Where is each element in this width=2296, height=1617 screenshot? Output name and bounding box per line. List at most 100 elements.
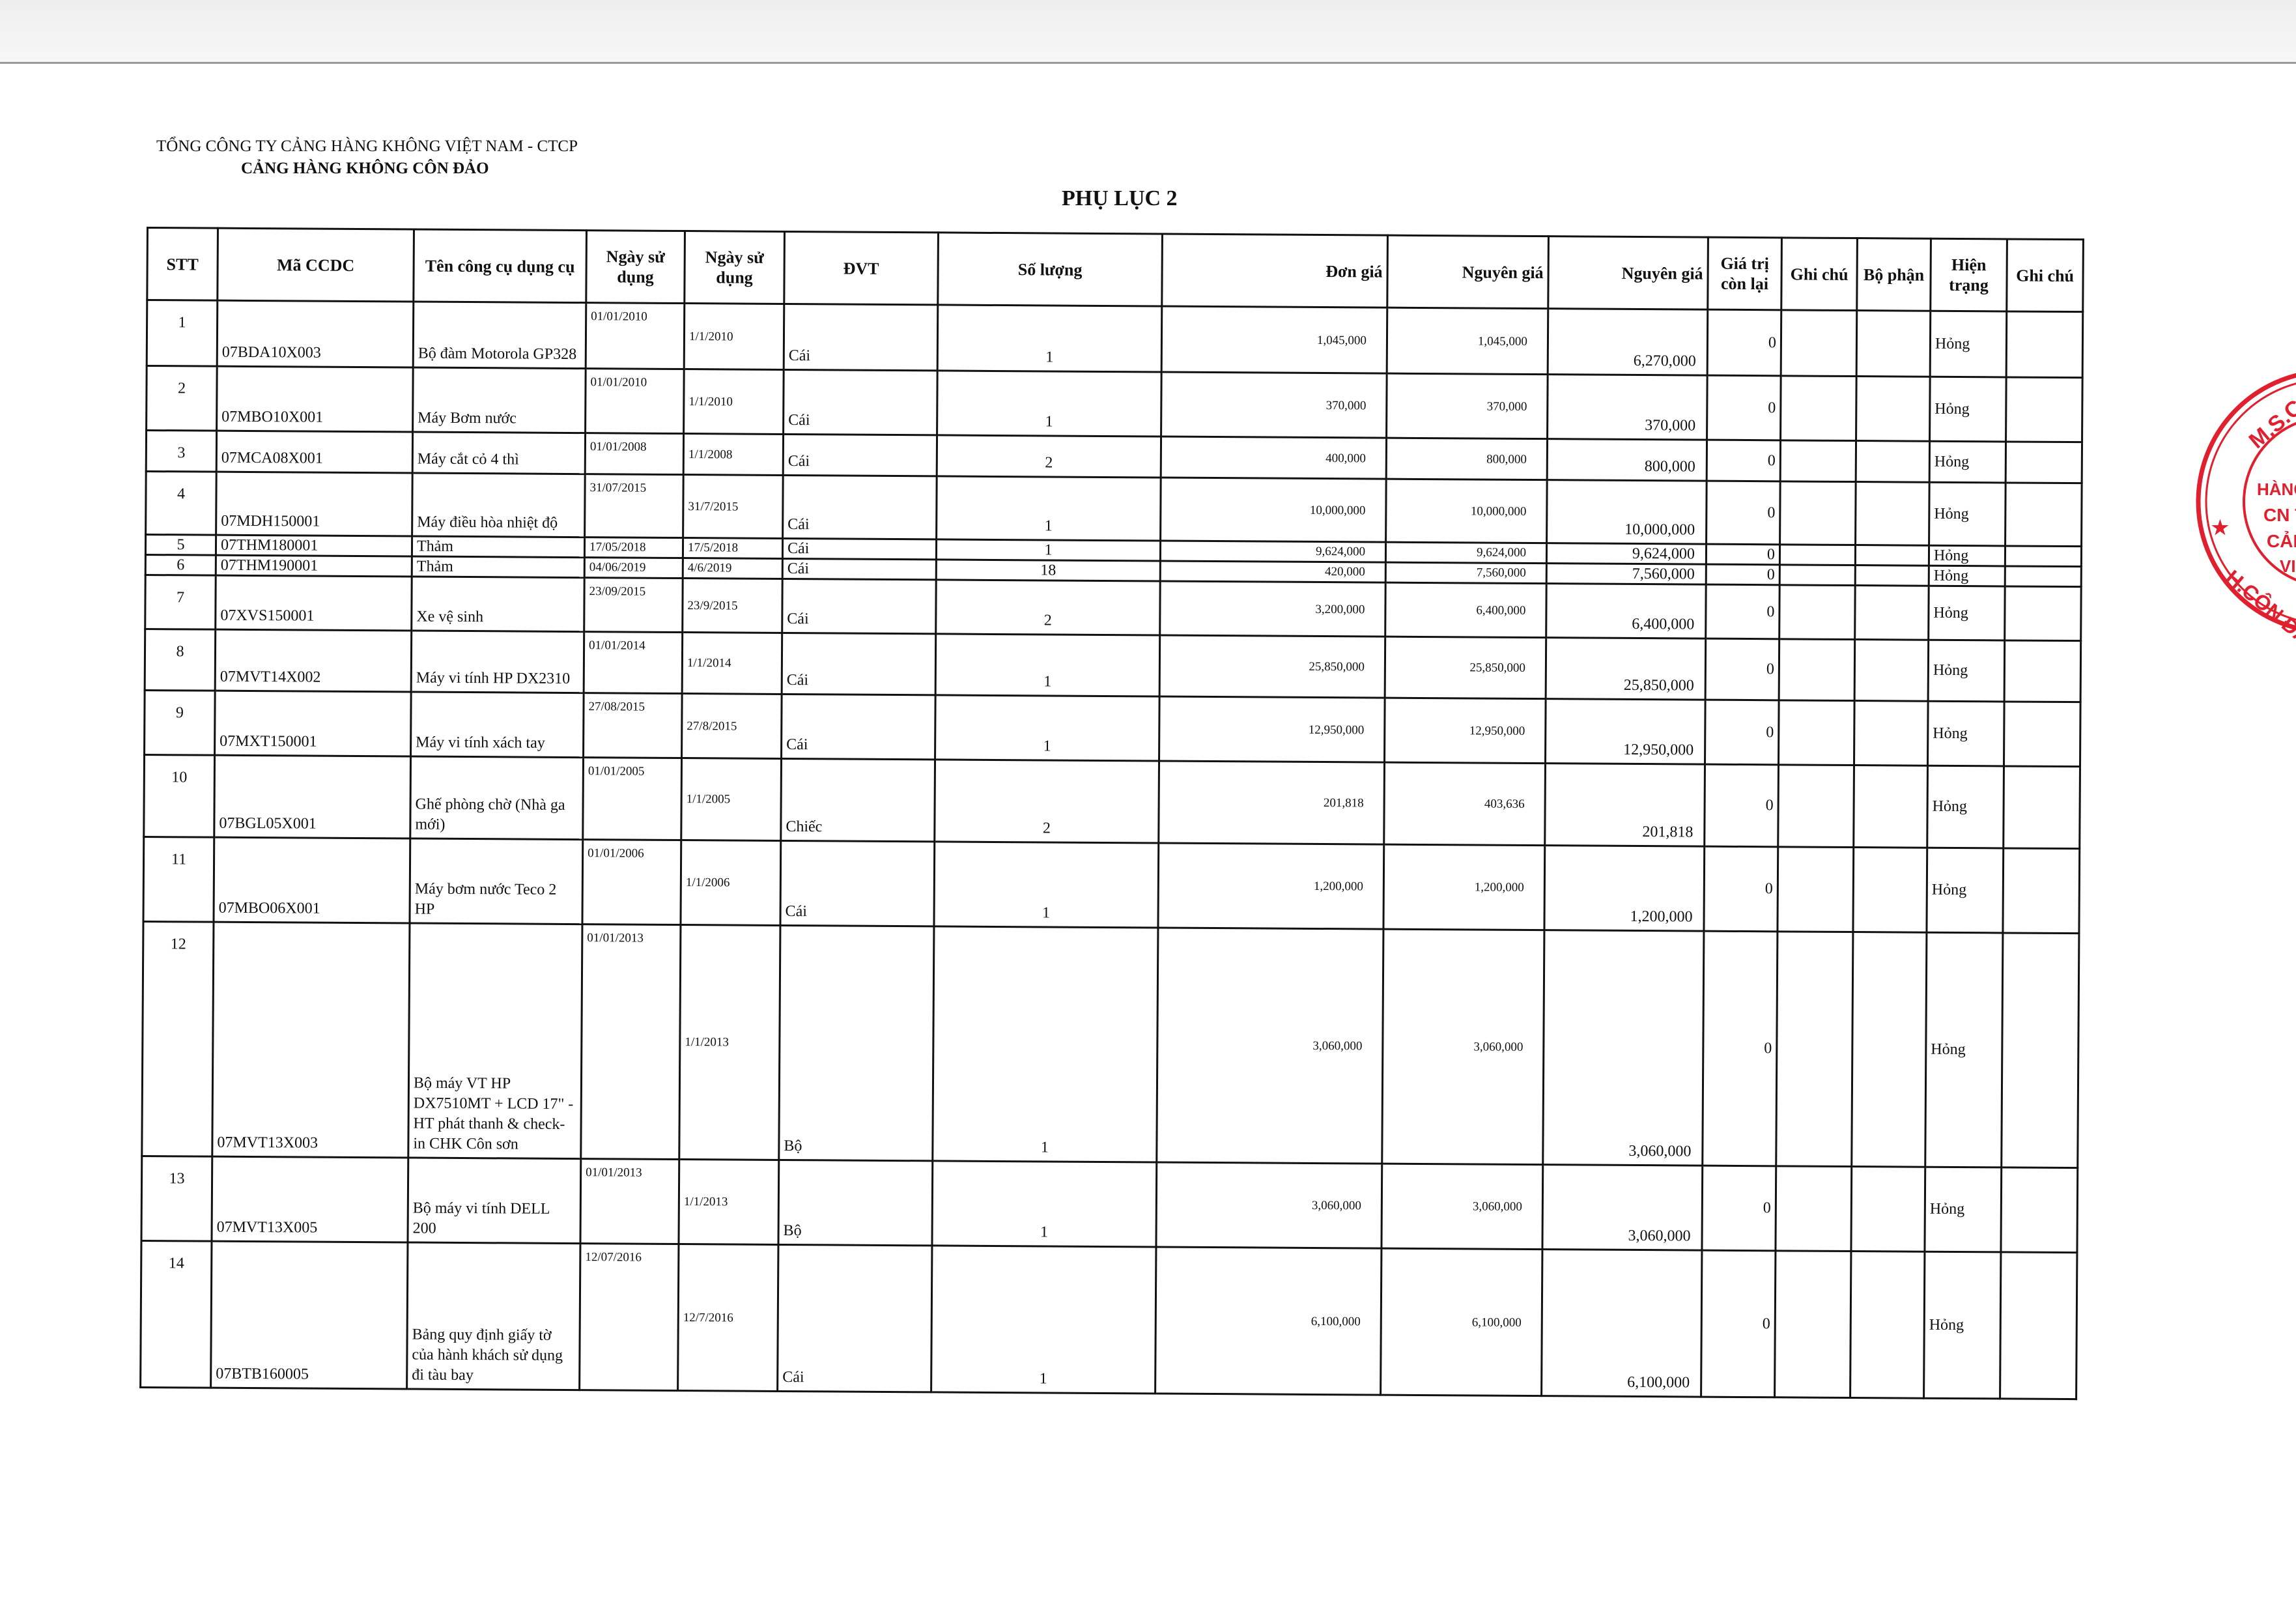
cell-dept xyxy=(1850,1251,1925,1399)
cell-status: Hỏng xyxy=(1929,545,2005,566)
cell-date1: 01/01/2006 xyxy=(582,839,681,925)
cell-date1: 01/01/2013 xyxy=(580,924,681,1160)
cell-name: Máy cắt cỏ 4 thì xyxy=(412,432,586,474)
cell-qty: 1 xyxy=(931,1160,1157,1247)
column-header: Nguyên giá xyxy=(1387,235,1549,309)
cell-unit-price: 3,200,000 xyxy=(1159,581,1386,637)
cell-unit-price: 3,060,000 xyxy=(1155,1162,1382,1249)
cell-status: Hỏng xyxy=(1928,586,2005,640)
cell-stt: 14 xyxy=(140,1240,212,1388)
cell-dept xyxy=(1851,932,1927,1167)
cell-code: 07MVT13X003 xyxy=(212,922,410,1158)
cell-qty: 2 xyxy=(935,579,1161,636)
cell-code: 07BDA10X003 xyxy=(217,300,414,368)
cell-qty: 1 xyxy=(935,694,1160,762)
cell-dept xyxy=(1856,376,1931,442)
cell-date2: 1/1/2005 xyxy=(681,758,782,841)
cell-note xyxy=(1776,931,1853,1167)
scan-edge xyxy=(0,0,2296,64)
table-header-row: STT Mã CCDC Tên công cụ dụng cụ Ngày sử dụn… xyxy=(147,227,2084,312)
cell-note2 xyxy=(2004,701,2081,767)
cell-unit: Cái xyxy=(782,475,937,539)
column-header: STT xyxy=(147,227,218,301)
cell-date1: 31/07/2015 xyxy=(584,474,684,538)
cell-stt: 2 xyxy=(146,365,218,431)
cell-cost2: 6,270,000 xyxy=(1548,308,1708,376)
cell-date1: 23/09/2015 xyxy=(584,577,683,633)
cell-note2 xyxy=(2004,640,2081,702)
cell-remaining: 0 xyxy=(1704,764,1779,847)
cell-note xyxy=(1779,564,1856,586)
cell-remaining: 0 xyxy=(1706,564,1780,585)
cell-status: Hỏng xyxy=(1926,848,2004,933)
cell-unit-price: 25,850,000 xyxy=(1159,635,1385,698)
cell-status: Hỏng xyxy=(1927,766,2004,848)
cell-dept xyxy=(1853,765,1928,848)
cell-cost: 800,000 xyxy=(1386,438,1548,480)
cell-name: Bảng quy định giấy tờ của hành khách sử … xyxy=(406,1242,580,1390)
cell-dept xyxy=(1855,565,1929,586)
cell-remaining: 0 xyxy=(1705,700,1779,765)
cell-stt: 1 xyxy=(147,300,218,367)
cell-note2 xyxy=(2000,1252,2077,1399)
cell-note xyxy=(1779,584,1856,640)
table-row: 9 07MXT150001 Máy vi tính xách tay 27/08/20… xyxy=(144,690,2081,767)
cell-cost: 1,045,000 xyxy=(1387,308,1548,375)
cell-qty: 2 xyxy=(934,759,1159,844)
cell-stt: 10 xyxy=(143,754,215,838)
column-header: Số lượng xyxy=(937,232,1163,307)
cell-date1: 01/01/2005 xyxy=(582,757,682,840)
cell-remaining: 0 xyxy=(1707,309,1781,376)
cell-name: Bộ đàm Motorola GP328 xyxy=(413,302,586,369)
cell-cost: 7,560,000 xyxy=(1385,562,1547,584)
cell-date2: 1/1/2014 xyxy=(682,632,782,694)
cell-note2 xyxy=(2004,586,2082,641)
cell-note xyxy=(1775,1166,1852,1252)
svg-text:HÀNG KHÔ: HÀNG KHÔ xyxy=(2257,479,2296,499)
cell-note xyxy=(1774,1250,1851,1398)
cell-dept xyxy=(1854,639,1929,702)
cell-note xyxy=(1780,440,1856,482)
cell-stt: 12 xyxy=(141,921,214,1157)
cell-cost: 3,060,000 xyxy=(1381,1164,1543,1250)
cell-cost: 3,060,000 xyxy=(1382,929,1544,1165)
cell-date1: 01/01/2010 xyxy=(586,302,685,369)
cell-note xyxy=(1777,846,1854,932)
cell-code: 07THM190001 xyxy=(216,555,412,577)
cell-date1: 04/06/2019 xyxy=(584,557,683,579)
cell-cost: 370,000 xyxy=(1386,373,1548,439)
svg-text:VIỆT: VIỆT xyxy=(2280,556,2296,576)
cell-cost: 403,636 xyxy=(1383,762,1546,846)
cell-qty: 1 xyxy=(936,539,1161,562)
cell-note xyxy=(1778,700,1855,766)
cell-status: Hỏng xyxy=(1929,377,2007,442)
cell-dept xyxy=(1854,585,1929,640)
table-row: 10 07BGL05X001 Ghế phòng chờ (Nhà ga mới) 0… xyxy=(143,754,2080,849)
cell-stt: 3 xyxy=(146,430,217,472)
cell-remaining: 0 xyxy=(1702,931,1778,1166)
cell-date2: 17/5/2018 xyxy=(683,537,783,559)
cell-dept xyxy=(1856,310,1931,377)
cell-date1: 01/01/2010 xyxy=(585,368,685,434)
cell-qty: 2 xyxy=(937,435,1161,478)
cell-unit-price: 370,000 xyxy=(1161,372,1387,438)
cell-code: 07MDH150001 xyxy=(216,472,413,536)
cell-status: Hỏng xyxy=(1929,565,2005,586)
cell-cost: 1,200,000 xyxy=(1383,844,1545,930)
cell-stt: 9 xyxy=(144,690,216,756)
cell-note2 xyxy=(2005,545,2082,567)
cell-cost2: 10,000,000 xyxy=(1546,479,1707,545)
cell-status: Hỏng xyxy=(1927,701,2005,766)
cell-unit-price: 1,200,000 xyxy=(1157,843,1384,930)
cell-note xyxy=(1779,638,1855,701)
cell-unit: Cái xyxy=(782,558,937,580)
cell-name: Máy Bơm nước xyxy=(412,367,586,433)
cell-unit: Cái xyxy=(782,633,936,695)
cell-unit: Cái xyxy=(777,1244,932,1392)
organization-header: TỔNG CÔNG TY CẢNG HÀNG KHÔNG VIỆT NAM - … xyxy=(156,136,578,180)
cell-date1: 17/05/2018 xyxy=(584,537,683,558)
column-header: Đơn giá xyxy=(1161,234,1388,308)
column-header: Ghi chú xyxy=(1781,237,1858,311)
cell-remaining: 0 xyxy=(1706,544,1780,565)
cell-cost2: 3,060,000 xyxy=(1542,1164,1703,1251)
